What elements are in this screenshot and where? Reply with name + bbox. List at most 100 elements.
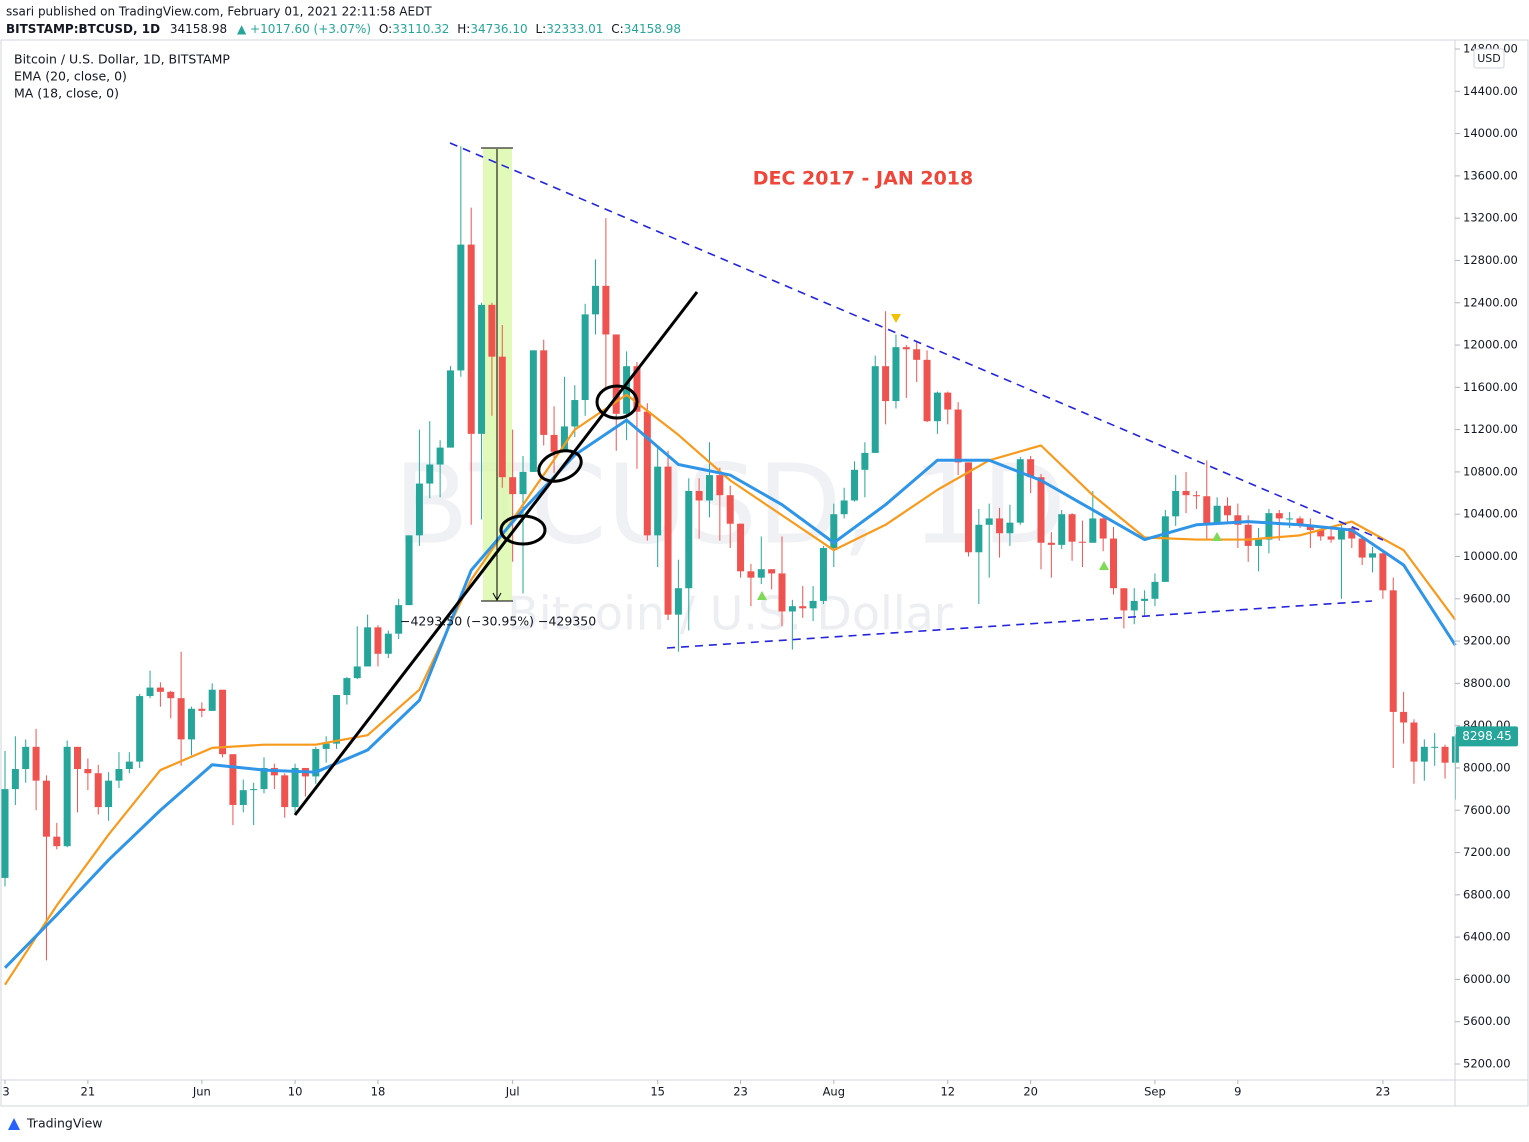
x-tick-label: 15 [650,1085,665,1099]
candle-body [1389,590,1397,712]
c: 34158.98 [624,22,681,36]
candle-body [716,475,724,496]
signal-up [1212,532,1222,541]
candle-body [612,334,620,414]
h-label: H: [457,22,470,36]
y-tick-label: 13600.00 [1463,168,1518,182]
h: 34736.10 [470,22,527,36]
candle-body [364,627,372,667]
candle-body [1006,522,1014,534]
candle-body [705,475,713,501]
candle-body [519,471,527,495]
axes: 5200.00 5600.00 6000.00 6400.00 6800.00 7200.… [1,40,1528,1106]
y-tick-label: 13200.00 [1463,211,1518,225]
candle-body [208,689,216,711]
candle-body [1027,459,1035,478]
candle-body [1327,536,1335,540]
l-label: L: [535,22,546,36]
y-tick-label: 6400.00 [1463,930,1511,944]
footer-logo: TradingView [8,1116,103,1131]
y-tick-label: 11600.00 [1463,380,1518,394]
o: 33110.32 [392,22,449,36]
x-tick-label: 20 [1023,1085,1038,1099]
candle-body [1420,746,1428,762]
candle-body [1058,514,1066,545]
x-tick-label: 18 [371,1085,386,1099]
candle-body [871,366,879,453]
y-tick-label: 14000.00 [1463,126,1518,140]
candle-body [509,477,517,495]
candle-body [964,462,972,553]
candle-body [1286,518,1294,520]
change: +1017.60 (+3.07%) [250,22,371,36]
indicator-line [3,418,1457,969]
candle-body [674,588,682,615]
candle-body [602,285,610,335]
candle-body [1306,524,1314,531]
candle-body [861,452,869,470]
candle-body [446,370,454,448]
y-tick-label: 9200.00 [1463,634,1511,648]
candle-body [1431,746,1439,748]
candle-body [1078,541,1086,543]
candle-body [478,304,486,434]
candle-body [239,790,247,805]
candle-body [498,356,506,478]
candle-body [312,748,320,777]
c-label: C: [611,22,623,36]
candle-body [260,767,268,790]
candle-body [187,708,195,740]
candle-body [1223,505,1231,516]
annotation: DEC 2017 - JAN 2018 [753,168,973,190]
candle-body [281,775,289,808]
candle-body [1047,542,1055,545]
candle-body [74,746,82,770]
frame [0,39,1529,1107]
y-tick-label: 6000.00 [1463,972,1511,986]
candle-body [63,746,71,847]
candle-body [322,743,330,749]
candle-body [726,495,734,524]
resistance-line [449,142,1384,541]
watermark-sub: Bitcoin / U.S. Dollar [507,587,953,641]
candle-body [146,687,154,697]
x-tick-label: 3 [2,1085,9,1099]
candle-body [913,349,921,360]
candle-body [374,627,382,654]
candle-body [571,400,579,427]
candle-body [799,606,807,609]
candle-body [1130,600,1138,611]
currency: USD [1477,52,1501,65]
chart-title: Bitcoin / U.S. Dollar, 1D, BITSTAMP [14,52,230,67]
y-tick-label: 14400.00 [1463,84,1518,98]
candle-body [1379,553,1387,591]
y-tick-label: 6800.00 [1463,887,1511,901]
drawings: −4293.50 (−30.95%) −429350 DEC 2017 - JA… [14,52,1384,816]
candle-body [457,244,465,371]
candle-body [623,366,631,414]
candle-body [1255,539,1263,546]
candle-body [1089,518,1097,543]
candle-body [1348,527,1356,539]
candle-body [1213,505,1221,524]
candle-body [94,773,102,808]
circle-mark [595,384,639,420]
candle-body [1234,515,1242,525]
y-tick-label: 12000.00 [1463,338,1518,352]
candle-body [1400,711,1408,723]
candle-body [22,746,30,770]
candle-body [1275,513,1283,519]
candle-body [125,761,133,770]
candle-body [167,691,175,699]
trend-line [293,291,699,816]
candle-body [892,347,900,402]
candle-body [581,314,589,401]
candle-body [415,483,423,536]
candle-body [882,366,890,402]
x-tick-label: Sep [1144,1085,1166,1099]
candle-body [757,569,765,578]
candle-body [654,466,662,536]
candle-body [550,434,558,452]
signal-up [757,591,767,600]
x-tick-label: Jul [505,1085,520,1099]
